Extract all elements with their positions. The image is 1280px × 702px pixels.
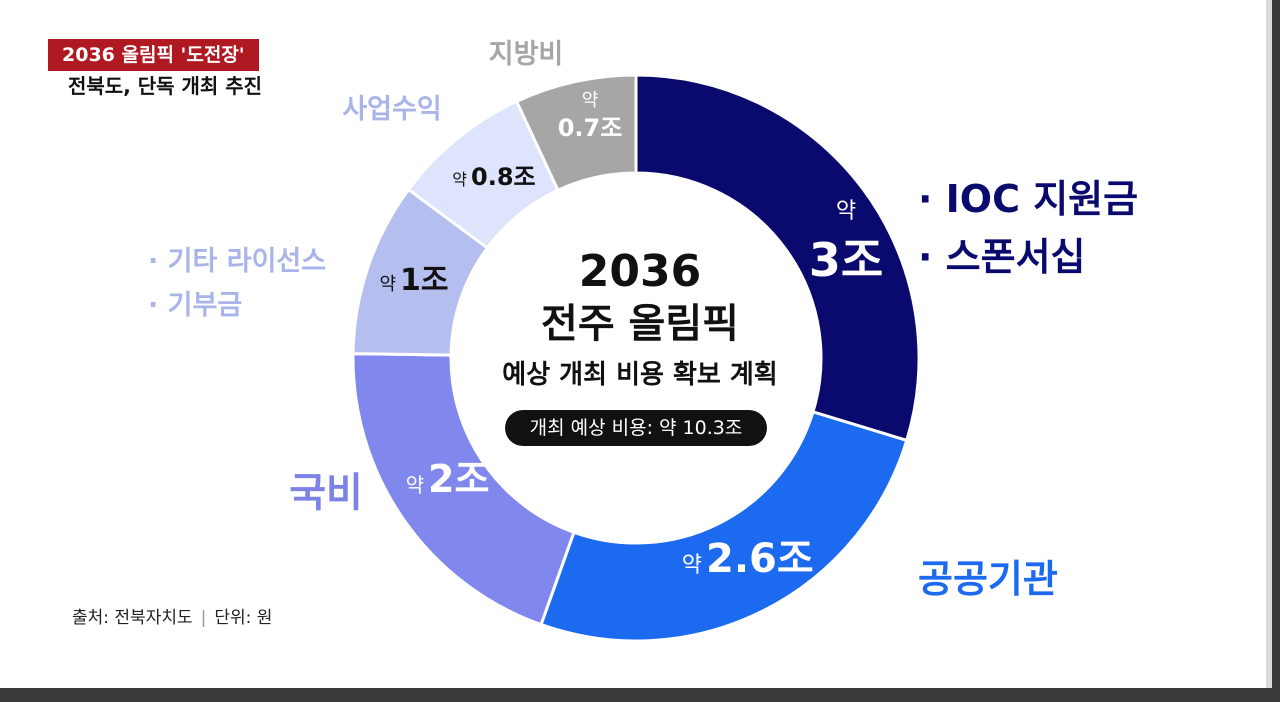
slice-value-national-budget: 2조 bbox=[428, 457, 489, 501]
category-label-public-institutions-0: 공공기관 bbox=[918, 557, 1058, 601]
slice-value-business-revenue: 0.8조 bbox=[471, 163, 536, 191]
slice-value-public-institutions: 2.6조 bbox=[706, 536, 814, 582]
slice-prefix-license-donation: 약 bbox=[379, 274, 396, 295]
topic-badge: 2036 올림픽 '도전장' bbox=[48, 39, 259, 71]
category-label-local-budget-0: 지방비 bbox=[489, 39, 564, 70]
bottom-frame-edge bbox=[0, 688, 1280, 702]
slice-prefix-ioc-sponsorship: 약 bbox=[836, 199, 856, 224]
slice-value-local-budget: 0.7조 bbox=[558, 114, 623, 142]
slice-national-budget bbox=[351, 352, 576, 627]
category-label-ioc-sponsorship-0: · IOC 지원금 bbox=[918, 177, 1138, 221]
slice-value-ioc-sponsorship: 3조 bbox=[809, 233, 883, 287]
category-label-ioc-sponsorship-1: · 스폰서십 bbox=[918, 235, 1086, 279]
center-title-year: 2036 bbox=[578, 246, 702, 297]
category-label-license-donation-0: · 기타 라이선스 bbox=[148, 246, 326, 277]
category-label-license-donation-1: · 기부금 bbox=[148, 290, 242, 321]
category-label-national-budget-0: 국비 bbox=[289, 470, 363, 516]
slice-public-institutions bbox=[539, 410, 909, 643]
slice-prefix-national-budget: 약 bbox=[406, 473, 424, 497]
slice-ioc-sponsorship bbox=[634, 73, 921, 443]
slice-prefix-business-revenue: 약 bbox=[452, 170, 467, 189]
source-note: 출처: 전북자치도 | 단위: 원 bbox=[72, 606, 272, 630]
right-frame-edge bbox=[1266, 0, 1280, 702]
source-text: 출처: 전북자치도 bbox=[72, 608, 193, 628]
center-title-event: 전주 올림픽 bbox=[541, 301, 739, 347]
slice-value-license-donation: 1조 bbox=[400, 263, 448, 298]
headline-subtitle: 전북도, 단독 개최 추진 bbox=[68, 74, 263, 98]
category-label-business-revenue-0: 사업수익 bbox=[342, 94, 441, 125]
slice-prefix-local-budget: 약 bbox=[582, 90, 599, 111]
total-cost-pill: 개최 예상 비용: 약 10.3조 bbox=[505, 410, 767, 446]
footer-separator: | bbox=[200, 608, 207, 628]
unit-text: 단위: 원 bbox=[214, 608, 273, 628]
slice-local-budget bbox=[514, 73, 638, 193]
slice-prefix-public-institutions: 약 bbox=[682, 553, 702, 578]
center-title-plan: 예상 개최 비용 확보 계획 bbox=[502, 360, 778, 390]
donut-center bbox=[452, 174, 820, 542]
